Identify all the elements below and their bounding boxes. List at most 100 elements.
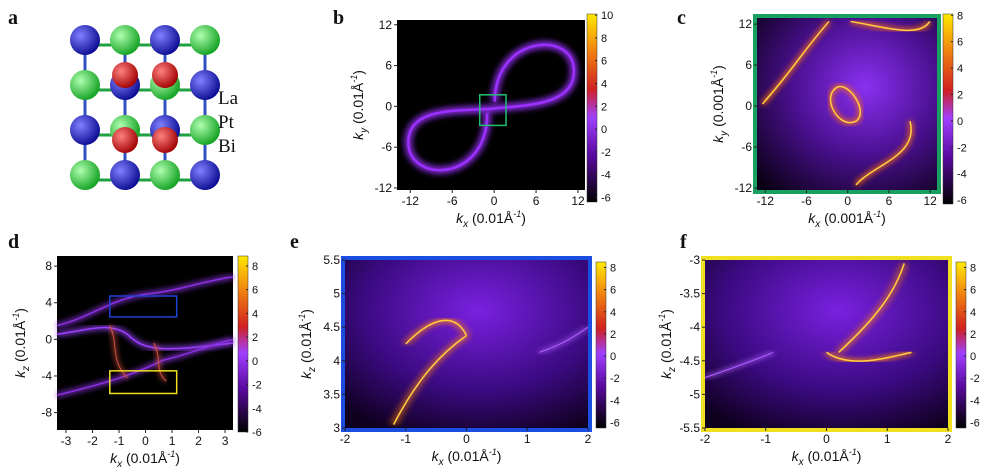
label-close: ) [658, 309, 674, 314]
x-tick-label: 12 [923, 194, 937, 208]
colorbar-tick-label: 8 [601, 33, 607, 45]
legend-entry: Bi [218, 136, 236, 157]
x-tick-label: 0 [844, 194, 851, 208]
curve [705, 352, 773, 377]
y-tick-label: 3 [333, 421, 340, 435]
y-tick-label: -6 [741, 140, 752, 154]
colorbar [942, 13, 954, 205]
label-close: ) [175, 450, 180, 466]
atom [110, 160, 140, 190]
label-superscript: -1 [513, 209, 521, 219]
panel-label: d [8, 231, 19, 253]
curve [394, 336, 467, 425]
colorbar-tick-label: -6 [610, 417, 620, 429]
x-tick-label: 2 [195, 434, 202, 448]
x-tick-label: 1 [169, 434, 176, 448]
y-tick-label: -3 [689, 253, 700, 267]
panel-label: b [333, 7, 344, 29]
atom [70, 160, 100, 190]
label-subscript: x [814, 219, 821, 230]
y-label-group: ky (0.001Å-1) [709, 65, 730, 143]
zoom-box [109, 295, 178, 318]
colorbar-tick-label: 4 [970, 307, 976, 319]
label-close: ) [857, 448, 862, 464]
label-unit: (0.01Å [444, 448, 490, 464]
curve [406, 320, 467, 344]
y-tick-label: -8 [41, 406, 52, 420]
curve [57, 328, 233, 349]
curve [154, 343, 166, 381]
label-unit: (0.01Å [350, 82, 366, 128]
curve [57, 277, 233, 326]
x-tick-label: 0 [463, 432, 470, 446]
colorbar-tick-label: -2 [970, 373, 980, 385]
y-tick-label: 8 [45, 259, 52, 273]
curve [827, 352, 912, 361]
label-close: ) [12, 308, 28, 313]
label-symbol: k [350, 132, 366, 140]
y-label-group: ky (0.01Å-1) [349, 70, 370, 140]
y-tick-label: 5 [333, 287, 340, 301]
panel-label: a [8, 7, 18, 29]
x-tick-label: 3 [222, 434, 229, 448]
label-close: ) [521, 210, 526, 226]
label-close: ) [881, 210, 886, 226]
axis-label: kx (0.01Å-1) [792, 447, 862, 468]
curve [839, 263, 905, 352]
y-label-group: kz (0.01Å-1) [11, 308, 32, 378]
label-subscript: x [462, 219, 469, 230]
curve [762, 21, 829, 104]
colorbar [237, 255, 249, 433]
colorbar-tick-label: 8 [252, 261, 258, 273]
y-tick-label: 12 [379, 18, 393, 32]
label-close: ) [710, 65, 726, 70]
colorbar-tick-label: 6 [970, 285, 976, 297]
colorbar-tick-label: 0 [957, 116, 963, 128]
atom [150, 25, 180, 55]
colorbar-tick-label: 2 [610, 329, 616, 341]
atom [150, 160, 180, 190]
colorbar-tick-label: -6 [252, 427, 262, 439]
label-symbol: k [658, 371, 674, 379]
x-tick-label: 0 [823, 432, 830, 446]
y-label-group: kz (0.01Å-1) [297, 309, 318, 379]
y-tick-label: -4 [689, 320, 700, 334]
colorbar-tick-label: 4 [957, 63, 963, 75]
panel-label: f [680, 231, 687, 253]
y-tick-label: 4 [45, 296, 52, 310]
label-symbol: k [710, 135, 726, 143]
colorbar-tick-label: 0 [610, 351, 616, 363]
colorbar-tick-label: -2 [601, 147, 611, 159]
colorbar-tick-label: 2 [252, 332, 258, 344]
label-symbol: k [110, 450, 118, 466]
zoom-box [109, 370, 178, 395]
spectral-curves [408, 45, 574, 170]
colorbar-tick-label: 0 [970, 351, 976, 363]
y-tick-label: -6 [381, 140, 392, 154]
label-subscript: z [307, 367, 318, 373]
y-tick-label: 0 [45, 332, 52, 346]
label-superscript: -1 [849, 447, 857, 457]
colorbar-tick-label: 4 [252, 308, 258, 320]
heatmap [705, 260, 948, 428]
axis-label: kx (0.01Å-1) [110, 449, 180, 470]
curve [57, 340, 233, 396]
colorbar-tick-label: -6 [957, 195, 967, 207]
label-superscript: -1 [167, 449, 175, 459]
y-tick-label: 4.5 [323, 320, 340, 334]
x-tick-label: 12 [571, 194, 585, 208]
x-tick-label: -1 [400, 432, 411, 446]
colorbar-tick-label: -4 [970, 395, 980, 407]
label-superscript: -1 [709, 70, 719, 78]
colorbar-tick-label: 4 [610, 307, 616, 319]
atom [190, 115, 220, 145]
y-tick-label: -12 [375, 181, 393, 195]
label-unit: (0.01Å [122, 450, 168, 466]
zoom-box [478, 94, 507, 127]
colorbar-tick-label: 6 [610, 285, 616, 297]
y-tick-label: -5 [689, 387, 700, 401]
label-unit: (0.01Å [298, 321, 314, 367]
label-superscript: -1 [657, 314, 667, 322]
axis-label: ky (0.01Å-1) [349, 70, 370, 140]
